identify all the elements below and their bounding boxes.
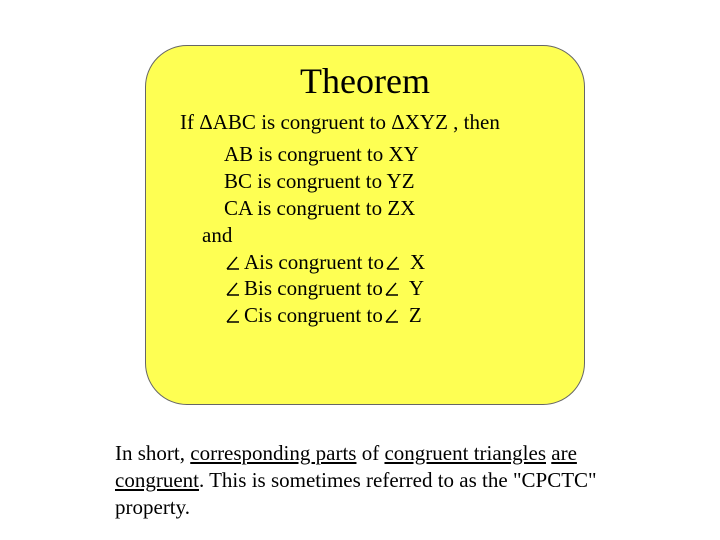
summary-mid1: of (356, 441, 384, 465)
angle-mid: is congruent to (259, 249, 384, 276)
premise-tri1: ΔABC (199, 110, 256, 134)
premise-tri2: ΔXYZ (391, 110, 448, 134)
theorem-title: Theorem (146, 60, 584, 102)
angle-congruence-1: A is congruent to X (224, 249, 584, 276)
angle-mid: is congruent to (258, 302, 383, 329)
summary-text: In short, corresponding parts of congrue… (115, 440, 615, 521)
side-congruence-2: BC is congruent to YZ (224, 168, 584, 195)
theorem-premise: If ΔABC is congruent to ΔXYZ , then (180, 110, 584, 135)
angle-left: C (244, 302, 258, 329)
premise-prefix: If (180, 110, 199, 134)
premise-suffix: , then (448, 110, 500, 134)
angle-right: Y (409, 275, 424, 302)
angle-congruence-2: B is congruent to Y (224, 275, 584, 302)
side-congruence-3: CA is congruent to ZX (224, 195, 584, 222)
angle-right: X (410, 249, 425, 276)
side-congruence-1: AB is congruent to XY (224, 141, 584, 168)
summary-underline-2: congruent triangles (384, 441, 546, 465)
and-label: and (202, 222, 584, 249)
summary-pre: In short, (115, 441, 190, 465)
premise-mid: is congruent to (256, 110, 391, 134)
theorem-box: Theorem If ΔABC is congruent to ΔXYZ , t… (145, 45, 585, 405)
angle-right: Z (409, 302, 422, 329)
angle-left: B (244, 275, 258, 302)
angle-left: A (244, 249, 259, 276)
summary-underline-1: corresponding parts (190, 441, 356, 465)
angle-mid: is congruent to (258, 275, 383, 302)
angle-congruence-3: C is congruent to Z (224, 302, 584, 329)
